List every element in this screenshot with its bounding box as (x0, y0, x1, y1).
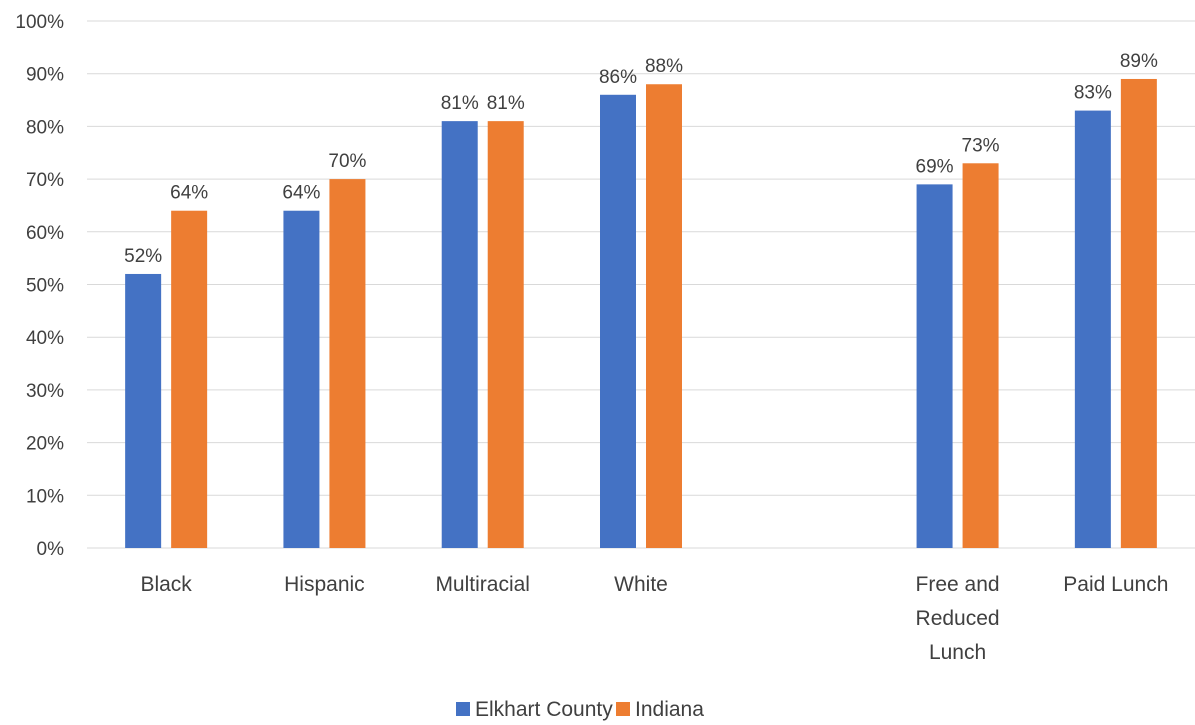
x-tick-label: Free and Reduced Lunch (916, 573, 1000, 664)
y-tick-label: 90% (26, 65, 64, 86)
y-tick-label: 30% (26, 381, 64, 402)
x-tick-label: Hispanic (284, 573, 365, 596)
bar-elkhart-county (125, 273, 162, 548)
bar-indiana (487, 121, 524, 548)
bar-indiana (329, 179, 366, 548)
data-label: 69% (916, 156, 954, 177)
bar-elkhart-county (283, 210, 320, 548)
bar-elkhart-county (441, 121, 478, 548)
y-tick-label: 0% (37, 539, 65, 560)
y-tick-label: 100% (15, 12, 64, 33)
x-tick-label: Black (140, 573, 192, 596)
bar-elkhart-county (916, 184, 953, 548)
legend-swatch-indiana (616, 702, 630, 716)
y-tick-label: 40% (26, 328, 64, 349)
y-axis: 0% 10% 20% 30% 40% 50% 60% 70% 80% 90% 100% (15, 12, 64, 560)
data-label: 88% (645, 56, 683, 77)
bar-elkhart-county (1074, 110, 1111, 548)
legend: Elkhart County Indiana (456, 698, 704, 721)
data-label: 64% (282, 183, 320, 204)
bar-indiana (962, 163, 999, 549)
x-axis: Black Hispanic Multiracial White Free and Red… (140, 573, 1168, 664)
y-tick-label: 80% (26, 117, 64, 138)
bar-indiana (171, 210, 208, 548)
legend-label: Indiana (635, 698, 704, 721)
y-tick-label: 20% (26, 434, 64, 455)
y-tick-label: 70% (26, 170, 64, 191)
bars (125, 78, 1157, 549)
bar-indiana (1120, 78, 1157, 548)
data-label: 64% (170, 183, 208, 204)
data-labels: 52% 64% 81% 86% 69% 83% 64% 70% 81% 88% 73% 89% (124, 51, 1158, 267)
data-label: 70% (328, 151, 366, 172)
x-tick-label: Paid Lunch (1063, 573, 1168, 596)
data-label: 89% (1120, 51, 1158, 72)
y-tick-label: 10% (26, 486, 64, 507)
bar-elkhart-county (600, 94, 636, 548)
data-label: 83% (1074, 83, 1112, 104)
y-tick-label: 50% (26, 276, 64, 297)
bar-indiana (646, 84, 682, 549)
data-label: 73% (962, 135, 1000, 156)
legend-swatch-elkhart-county (456, 702, 470, 716)
data-label: 86% (599, 67, 637, 88)
y-tick-label: 60% (26, 223, 64, 244)
data-label: 52% (124, 246, 162, 267)
legend-label: Elkhart County (475, 698, 613, 721)
x-tick-label: White (614, 573, 668, 596)
x-tick-label: Multiracial (435, 573, 530, 596)
data-label: 81% (441, 93, 479, 114)
gridlines (87, 20, 1195, 549)
data-label: 81% (487, 93, 525, 114)
